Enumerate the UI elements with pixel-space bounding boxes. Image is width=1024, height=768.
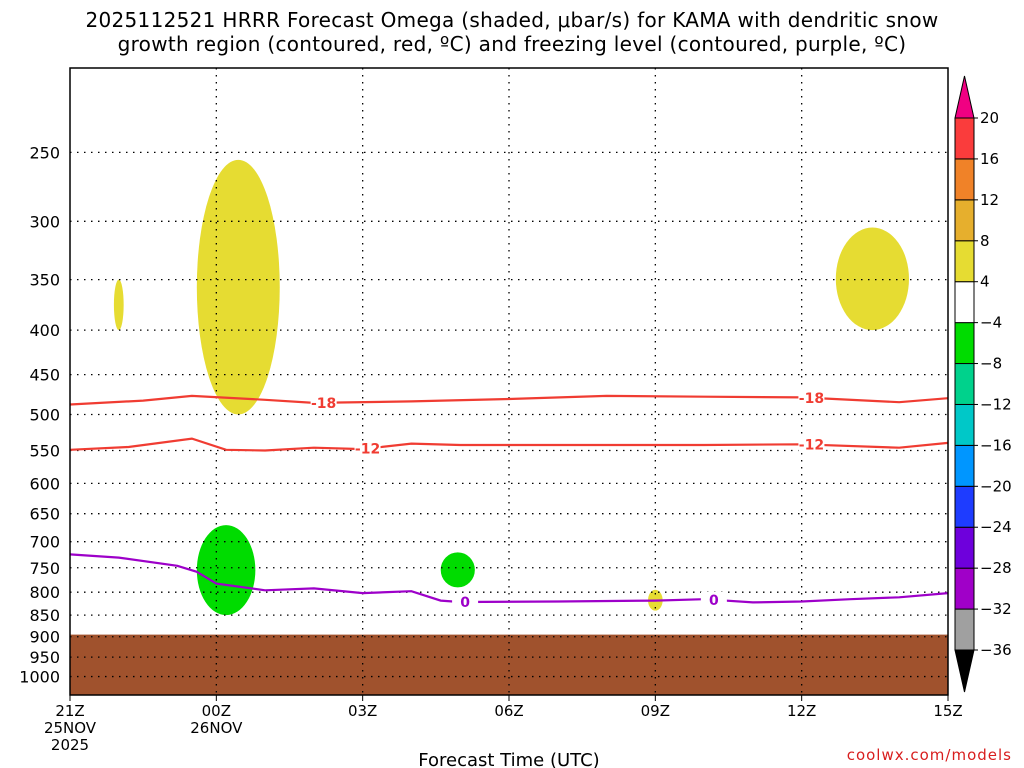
- chart-title-line-2: growth region (contoured, red, ºC) and f…: [117, 32, 907, 56]
- colorbar: −36 −32 −28 −24 −20 −16 −12 −8 −4 4 8 12 16 20: [954, 75, 1012, 693]
- contour-label-bg: [700, 591, 727, 608]
- x-tick-label-3: 00Z 26NOV: [190, 702, 243, 737]
- contour-label--12-0: -12: [355, 442, 380, 458]
- site-credit[interactable]: coolwx.com/models: [846, 746, 1012, 764]
- colorbar-label-7: −8: [980, 355, 1002, 373]
- contour-label-0-1: 0: [709, 593, 719, 609]
- colorbar-label-3: −24: [980, 518, 1012, 536]
- x-tick-line: 2025: [51, 736, 89, 754]
- x-tick-label-0: 21Z 25NOV 2025: [44, 702, 97, 754]
- contour-line--12: [69, 437, 949, 452]
- x-tick-line: 09Z: [641, 702, 670, 720]
- terrain-layer: [70, 634, 948, 695]
- x-axis: 21Z 25NOV 2025 00Z 26NOV 03Z 06Z 09Z 12Z 15Z: [44, 695, 963, 754]
- y-tick-label-300: 300: [29, 212, 60, 231]
- colorbar-segment-5: [954, 403, 975, 446]
- x-tick-line: 06Z: [494, 702, 523, 720]
- contour-layer: -18 -18 -12 -12 0 0: [69, 389, 949, 611]
- omega-region-4: [196, 525, 256, 616]
- y-tick-label-450: 450: [29, 366, 60, 385]
- x-tick-line: 25NOV: [44, 719, 97, 737]
- x-tick-label-9: 06Z: [494, 702, 523, 720]
- colorbar-segment-9: [954, 240, 975, 283]
- omega-region-0: [196, 159, 280, 415]
- x-tick-line: 21Z: [55, 702, 84, 720]
- contour-label--18-0: -18: [311, 396, 336, 412]
- contour-label-bg: [798, 389, 825, 406]
- contour-label--18-1: -18: [799, 391, 824, 407]
- contour-label-bg: [798, 436, 825, 453]
- y-tick-label-600: 600: [29, 474, 60, 493]
- omega-region-2: [835, 227, 909, 331]
- omega-region-1: [113, 279, 124, 331]
- x-tick-label-15: 12Z: [787, 702, 816, 720]
- colorbar-label-2: −28: [980, 559, 1012, 577]
- y-tick-label-400: 400: [29, 321, 60, 340]
- y-tick-label-800: 800: [29, 583, 60, 602]
- chart-title: 2025112521 HRRR Forecast Omega (shaded, …: [0, 8, 1024, 56]
- colorbar-segment-8: [954, 281, 975, 324]
- colorbar-segment-2: [954, 526, 975, 569]
- colorbar-label-1: −32: [980, 600, 1012, 618]
- contour-line-0: [69, 553, 949, 604]
- colorbar-segment-4: [954, 444, 975, 487]
- x-tick-line: 00Z: [202, 702, 231, 720]
- colorbar-extend-min: [954, 649, 975, 693]
- chart-title-line-1: 2025112521 HRRR Forecast Omega (shaded, …: [85, 8, 939, 32]
- contour-label-0-0: 0: [460, 595, 470, 611]
- x-tick-line: 26NOV: [190, 719, 243, 737]
- colorbar-label-6: −12: [980, 395, 1012, 413]
- colorbar-label-5: −16: [980, 436, 1012, 454]
- x-tick-line: 15Z: [933, 702, 962, 720]
- colorbar-label-13: 20: [980, 109, 999, 127]
- colorbar-label-4: −20: [980, 477, 1012, 495]
- y-tick-label-650: 650: [29, 505, 60, 524]
- colorbar-label-11: 12: [980, 191, 999, 209]
- contour-label-bg: [452, 593, 479, 610]
- colorbar-segment-12: [954, 117, 975, 160]
- x-tick-line: 03Z: [348, 702, 377, 720]
- contour-label--12-1: -12: [799, 438, 824, 454]
- contour-label-bg: [354, 440, 381, 457]
- colorbar-extend-max: [954, 75, 975, 119]
- y-axis: 250 300 350 400 450 500 550 600 650 700 750 800 850 9…: [19, 143, 60, 686]
- colorbar-label-10: 8: [980, 232, 990, 250]
- colorbar-segment-6: [954, 363, 975, 405]
- y-tick-label-850: 850: [29, 606, 60, 625]
- x-tick-label-18: 15Z: [933, 702, 962, 720]
- y-tick-label-900: 900: [29, 628, 60, 647]
- y-tick-label-950: 950: [29, 648, 60, 667]
- colorbar-segment-3: [954, 485, 975, 528]
- y-tick-label-1000: 1000: [19, 668, 60, 687]
- omega-shading-layer: [113, 159, 909, 616]
- terrain-fill: [70, 634, 948, 695]
- y-tick-label-700: 700: [29, 533, 60, 552]
- colorbar-label-9: 4: [980, 273, 990, 291]
- x-tick-line: 12Z: [787, 702, 816, 720]
- colorbar-segment-0: [954, 608, 975, 651]
- colorbar-label-12: 16: [980, 150, 999, 168]
- colorbar-segment-10: [954, 199, 975, 242]
- colorbar-segment-1: [954, 567, 975, 610]
- y-tick-label-250: 250: [29, 143, 60, 162]
- x-tick-label-6: 03Z: [348, 702, 377, 720]
- colorbar-label-8: −4: [980, 314, 1002, 332]
- y-tick-label-750: 750: [29, 559, 60, 578]
- colorbar-segment-11: [954, 158, 975, 201]
- y-tick-label-500: 500: [29, 405, 60, 424]
- contour-label-bg: [310, 394, 337, 411]
- y-tick-label-550: 550: [29, 442, 60, 461]
- omega-region-5: [440, 552, 475, 588]
- colorbar-segment-7: [954, 322, 975, 365]
- y-tick-label-350: 350: [29, 271, 60, 290]
- x-axis-label: Forecast Time (UTC): [418, 750, 599, 768]
- colorbar-label-0: −36: [980, 641, 1012, 659]
- x-tick-label-12: 09Z: [641, 702, 670, 720]
